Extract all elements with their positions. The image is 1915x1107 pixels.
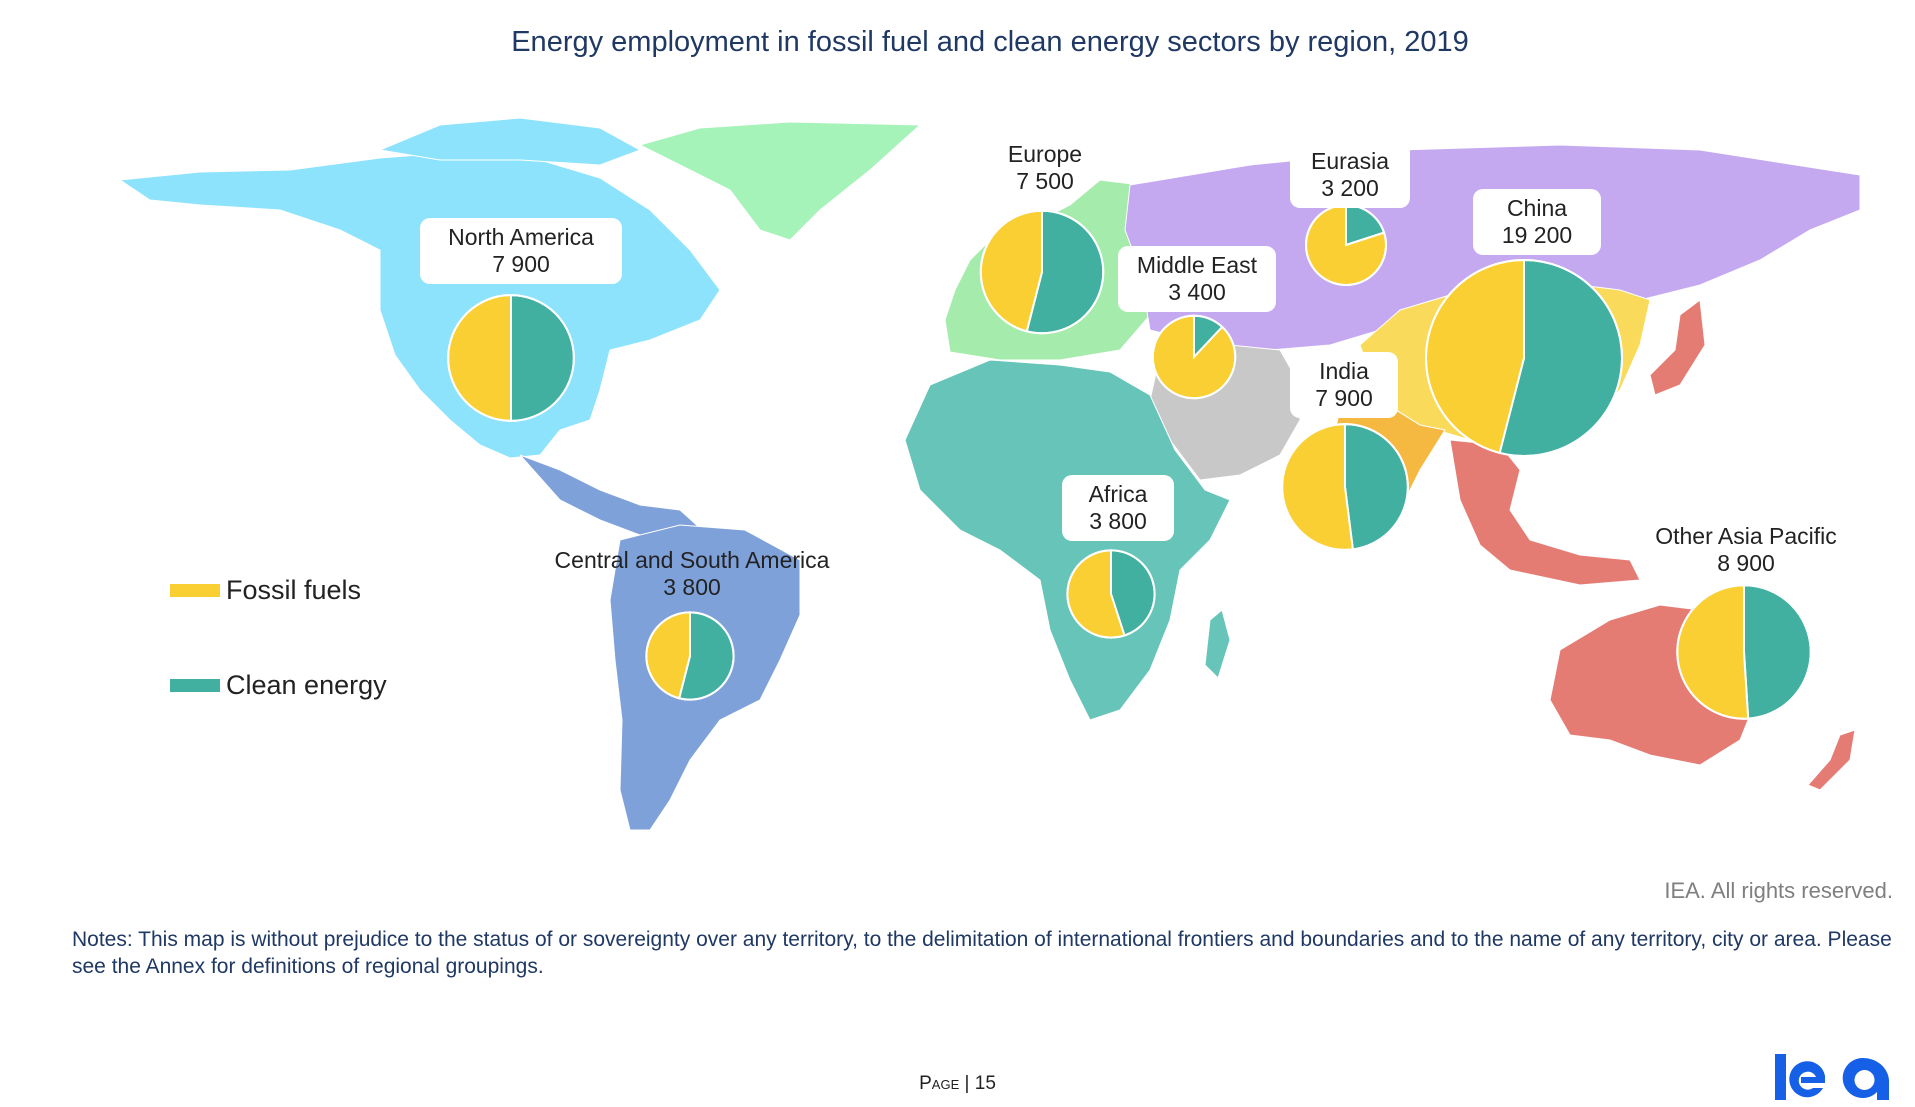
pie-india: [1281, 423, 1409, 551]
pie-middle-east: [1151, 314, 1237, 400]
north-america-arctic-islands: [378, 117, 642, 166]
region-name: Europe: [1007, 141, 1083, 167]
region-name: India: [1319, 358, 1369, 384]
page-number-value: 15: [974, 1073, 996, 1094]
label-africa: Africa 3 800: [1062, 475, 1174, 541]
label-middle-east: Middle East 3 400: [1118, 246, 1276, 312]
region-value: 7 900: [1315, 385, 1373, 411]
chart-title: Energy employment in fossil fuel and cle…: [511, 26, 1469, 58]
region-value: 3 800: [1089, 508, 1147, 534]
label-north-america: North America 7 900: [420, 218, 622, 284]
label-other-asia-pacific: Other Asia Pacific 8 900: [1646, 523, 1846, 577]
region-name: North America: [448, 224, 594, 250]
region-name: Other Asia Pacific: [1655, 523, 1837, 549]
region-value: 3 400: [1168, 279, 1226, 305]
japan-region: [1649, 299, 1706, 396]
pie-eurasia: [1304, 203, 1388, 287]
page-separator: |: [964, 1073, 975, 1094]
southeast-asia-region: [1449, 439, 1641, 586]
legend-fossil-fuels: Fossil fuels: [170, 575, 361, 606]
pie-outline: [1676, 584, 1812, 720]
legend-label-fossil: Fossil fuels: [226, 575, 362, 605]
page-word: Page: [919, 1073, 960, 1094]
pie-north-america: [447, 294, 575, 422]
new-zealand-region: [1807, 729, 1856, 791]
label-india: India 7 900: [1290, 352, 1398, 418]
pie-outline: [1151, 314, 1237, 400]
region-name: Africa: [1088, 481, 1148, 507]
pie-central-south-america: [645, 611, 735, 701]
pie-other-asia-pacific: [1676, 584, 1812, 720]
north-america-region: [118, 151, 721, 459]
legend-swatch-clean: [170, 679, 220, 692]
madagascar-region: [1204, 609, 1231, 679]
region-name: Eurasia: [1311, 148, 1389, 174]
region-name: Middle East: [1136, 252, 1258, 278]
page-number: Page | 15: [0, 1073, 1915, 1095]
region-value: 7 900: [492, 251, 550, 277]
pie-outline: [1066, 549, 1156, 639]
pie-slice-clean: [1743, 584, 1812, 720]
region-value: 3 800: [663, 574, 721, 600]
pie-europe: [979, 209, 1105, 335]
legend-clean-energy: Clean energy: [170, 670, 387, 701]
pie-outline: [447, 294, 575, 422]
label-europe: Europe 7 500: [990, 141, 1100, 195]
legend-label-clean: Clean energy: [226, 670, 387, 700]
region-name: Central and South America: [554, 547, 830, 573]
legend-swatch-fossil: [170, 584, 220, 597]
pie-africa: [1066, 549, 1156, 639]
label-china: China 19 200: [1473, 189, 1601, 255]
label-eurasia: Eurasia 3 200: [1290, 142, 1410, 208]
iea-logo: iea: [1775, 1054, 1889, 1100]
region-value: 7 500: [1016, 168, 1074, 194]
world-map: [118, 117, 1861, 831]
pie-outline: [979, 209, 1105, 335]
region-value: 19 200: [1501, 222, 1573, 248]
pie-outline: [645, 611, 735, 701]
pie-slice-fossil: [1281, 423, 1354, 551]
map-notes: Notes: This map is without prejudice to …: [72, 928, 1892, 978]
pie-outline: [1425, 259, 1623, 457]
greenland-region: [638, 121, 922, 241]
region-value: 8 900: [1717, 550, 1775, 576]
region-value: 3 200: [1321, 175, 1379, 201]
pie-outline: [1281, 423, 1409, 551]
pie-china: [1425, 258, 1624, 457]
rights-notice: IEA. All rights reserved.: [1664, 878, 1893, 903]
region-name: China: [1506, 195, 1568, 221]
label-central-south-america: Central and South America 3 800: [552, 547, 832, 601]
